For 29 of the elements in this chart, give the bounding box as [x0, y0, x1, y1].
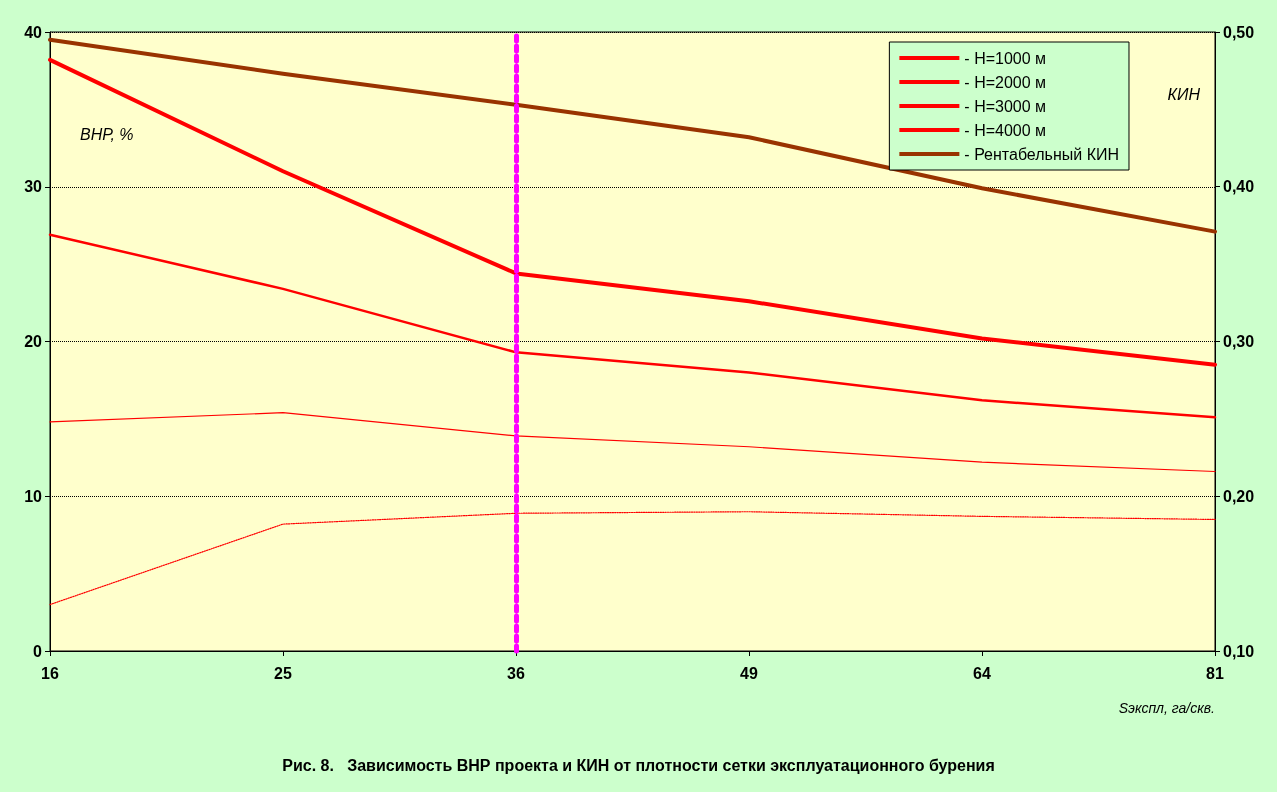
x-tick-label: 64: [973, 664, 991, 682]
y-tick-label: 40: [24, 23, 43, 41]
y2-tick-label: 0,50: [1223, 23, 1255, 41]
line-series: [49, 412, 1216, 473]
x-tick-label: 81: [1206, 664, 1224, 682]
text: Рис. 8. Зависимость ВНР проекта и КИН от плотности сетки эксплуатационного бурения: [282, 756, 995, 774]
y2-tick-label: 0,10: [1223, 642, 1255, 660]
y-tick-label: 30: [24, 178, 43, 196]
x-tick-label: 36: [507, 664, 525, 682]
y2-tick-label: 0,20: [1223, 487, 1255, 505]
y2-tick-label: 0,40: [1223, 178, 1255, 196]
y-tick-label: 20: [24, 333, 43, 350]
y-axis-title: ВНР, %: [80, 125, 134, 143]
x-tick-label: 25: [274, 664, 292, 682]
x-tick-label: 16: [41, 664, 59, 682]
legend-label: - Н=1000 м: [964, 49, 1047, 67]
y2-axis-title: КИН: [1167, 85, 1201, 103]
line-series: [48, 37, 1217, 234]
line-series: [48, 233, 1217, 419]
legend-label: - Н=4000 м: [964, 121, 1047, 139]
line-series: [49, 511, 1216, 606]
legend-label: - Н=3000 м: [964, 97, 1047, 115]
x-axis-title: Sэкспл, га/скв.: [1118, 700, 1215, 716]
y-tick-label: 0: [33, 642, 43, 660]
x-tick-label: 49: [740, 664, 758, 682]
legend-label: - Н=2000 м: [964, 73, 1047, 91]
y2-tick-label: 0,30: [1223, 333, 1255, 350]
y-tick-label: 10: [24, 487, 43, 505]
legend-label: - Рентабельный КИН: [964, 145, 1119, 163]
